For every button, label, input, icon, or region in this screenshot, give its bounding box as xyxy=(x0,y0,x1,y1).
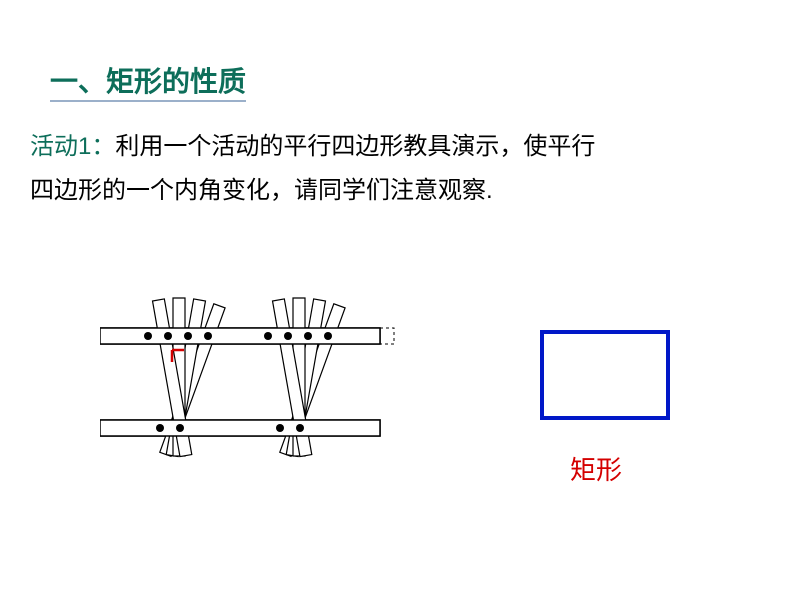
section-title: 一、矩形的性质 xyxy=(50,60,246,102)
rectangle-label: 矩形 xyxy=(570,450,622,487)
teaching-tool-diagram xyxy=(100,270,400,495)
activity-line-2: 四边形的一个内角变化，请同学们注意观察. xyxy=(30,172,493,210)
activity-line1-rest: 利用一个活动的平行四边形教具演示，使平行 xyxy=(115,133,595,160)
activity-prefix: 活动1： xyxy=(30,133,115,160)
rectangle-shape xyxy=(540,330,670,420)
activity-line-1: 活动1：利用一个活动的平行四边形教具演示，使平行 xyxy=(30,128,595,166)
